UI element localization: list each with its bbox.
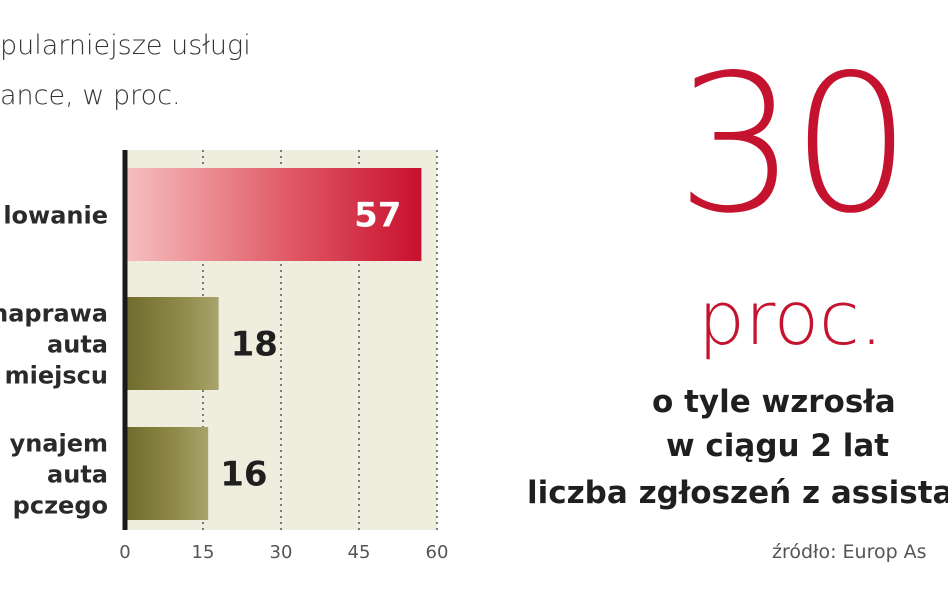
- category-labels: lowanie naprawa auta miejscu ynajem auta pczeg…: [0, 202, 108, 520]
- callout-unit: proc.: [698, 276, 884, 362]
- value-label-0: 57: [354, 196, 401, 236]
- category-label-2-0: ynajem: [10, 430, 108, 458]
- category-label-1-1: auta: [47, 331, 108, 359]
- category-label-2-2: pczego: [13, 492, 108, 520]
- tick-label-45: 45: [348, 542, 371, 563]
- callout-text-line-2: w ciągu 2 lat: [666, 428, 890, 464]
- tick-label-15: 15: [192, 542, 215, 563]
- tick-label-30: 30: [270, 542, 293, 563]
- chart-title-line-1: pularniejsze usługi: [0, 30, 251, 61]
- bar-2: [125, 427, 209, 520]
- source-note: źródło: Europ As: [772, 541, 927, 563]
- value-label-2: 16: [220, 455, 267, 495]
- bar-1: [125, 297, 219, 390]
- category-label-1-0: naprawa: [0, 300, 108, 328]
- value-label-1: 18: [231, 325, 278, 365]
- category-label-2-1: auta: [47, 461, 108, 489]
- x-axis-tick-labels: 0 15 30 45 60: [119, 542, 448, 563]
- value-labels: 57 18 16: [220, 196, 401, 495]
- chart-title-line-2: ance, w proc.: [0, 80, 181, 111]
- callout-number: 30: [676, 34, 912, 255]
- category-label-0-0: lowanie: [3, 202, 108, 230]
- bar-0: [125, 168, 422, 261]
- callout-text-line-3: liczba zgłoszeń z assista: [527, 475, 948, 511]
- bar-chart: lowanie naprawa auta miejscu ynajem auta pczeg…: [0, 150, 448, 563]
- bars: [125, 168, 422, 520]
- tick-label-60: 60: [426, 542, 449, 563]
- tick-label-0: 0: [119, 542, 130, 563]
- callout-text-line-1: o tyle wzrosła: [652, 384, 896, 420]
- category-label-1-2: miejscu: [5, 362, 108, 390]
